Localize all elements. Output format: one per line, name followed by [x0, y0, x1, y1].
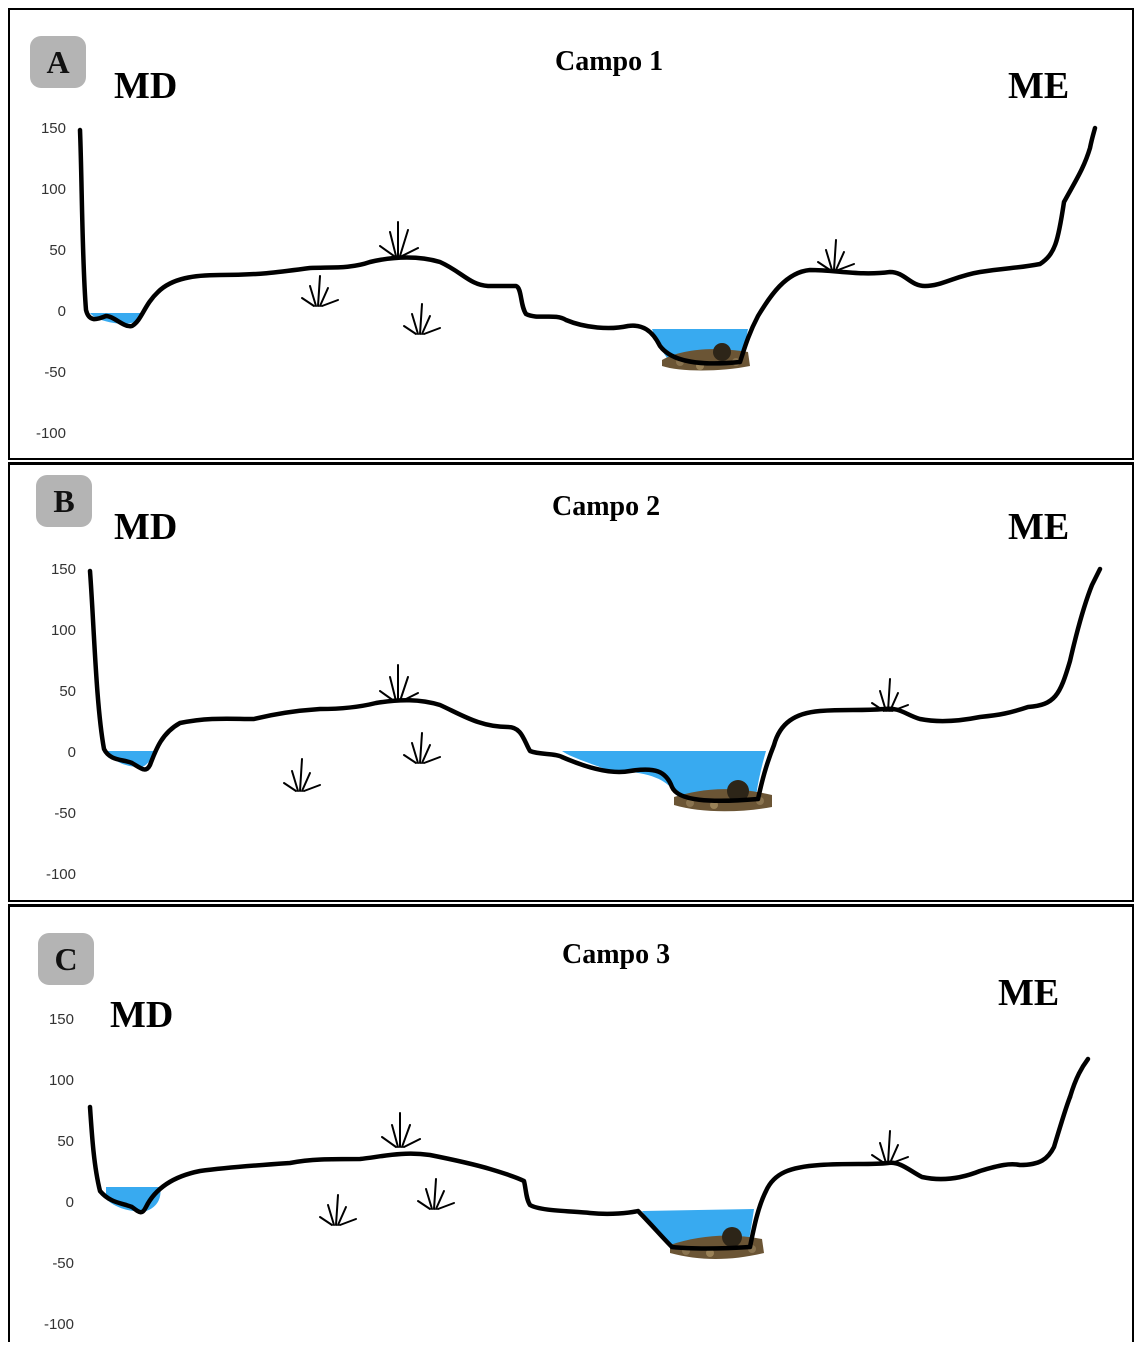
grass-tuft-icon	[379, 221, 419, 257]
boulder	[722, 1227, 742, 1247]
left-bank-label: MD	[114, 506, 178, 548]
y-tick-label: 0	[57, 303, 66, 320]
grass-tuft-icon	[381, 1112, 421, 1148]
y-tick-label: 100	[48, 1072, 74, 1089]
y-tick-label: 150	[48, 1011, 74, 1028]
grass-tuft-icon	[301, 275, 339, 307]
right-bank-label: ME	[1008, 506, 1070, 548]
terrain-profile-line-top	[1067, 1056, 1091, 1100]
y-tick-label: 0	[65, 1194, 74, 1211]
y-tick-label: -100	[35, 425, 66, 442]
cross-section-profile	[87, 566, 1103, 812]
grass-tuft-icon	[417, 1178, 455, 1210]
y-tick-label: 100	[50, 622, 76, 639]
grass-tuft-icon	[871, 1130, 909, 1164]
grass-tuft-icon	[871, 678, 909, 712]
right-bank-label: ME	[998, 972, 1060, 1014]
left-bank-label: MD	[114, 65, 178, 107]
panel-campo-2: B Campo 2 MD ME 150 100 50 0 -50 -100	[8, 462, 1134, 902]
y-tick-label: 50	[57, 1133, 74, 1150]
terrain-profile-line	[77, 125, 1098, 366]
panel-letter-badge: C	[38, 933, 94, 985]
y-tick-label: -100	[45, 866, 76, 883]
y-tick-label: 100	[40, 181, 66, 198]
cross-section-profile	[87, 1056, 1091, 1259]
panel-campo-3: C Campo 3 MD ME 150 100 50 0 -50 -100	[8, 904, 1134, 1342]
terrain-profile-line	[87, 566, 1103, 804]
grass-tuft-icon	[319, 1194, 357, 1226]
panel-title: Campo 2	[552, 491, 661, 522]
y-tick-label: 0	[67, 744, 76, 761]
y-tick-label: -100	[43, 1316, 74, 1333]
y-tick-label: 50	[49, 242, 66, 259]
y-tick-label: 50	[59, 683, 76, 700]
sediment-pebble	[686, 799, 694, 807]
panel-letter-badge: B	[36, 475, 92, 527]
terrain-profile-line	[87, 1094, 1073, 1251]
y-tick-label: 150	[40, 120, 66, 137]
panel-title: Campo 3	[562, 939, 671, 970]
boulder	[727, 780, 749, 802]
boulder	[713, 343, 731, 361]
sediment-pebble	[706, 1249, 714, 1257]
panel-title: Campo 1	[555, 46, 664, 77]
grass-tuft-icon	[403, 732, 441, 764]
grass-tuft-icon	[817, 239, 855, 271]
y-tick-label: -50	[54, 805, 76, 822]
grass-tuft-icon	[283, 758, 321, 792]
cross-section-profile	[77, 125, 1098, 371]
grass-tuft-icon	[379, 664, 419, 702]
panel-letter-badge: A	[30, 36, 86, 88]
panel-campo-1: A Campo 1 MD ME 150 100 50 0 -50 -100	[8, 8, 1134, 460]
right-bank-label: ME	[1008, 65, 1070, 107]
water-pool-left	[106, 751, 156, 767]
left-bank-label: MD	[110, 994, 174, 1036]
y-tick-label: 150	[50, 561, 76, 578]
y-tick-label: -50	[44, 364, 66, 381]
grass-tuft-icon	[403, 303, 441, 335]
y-tick-label: -50	[52, 1255, 74, 1272]
